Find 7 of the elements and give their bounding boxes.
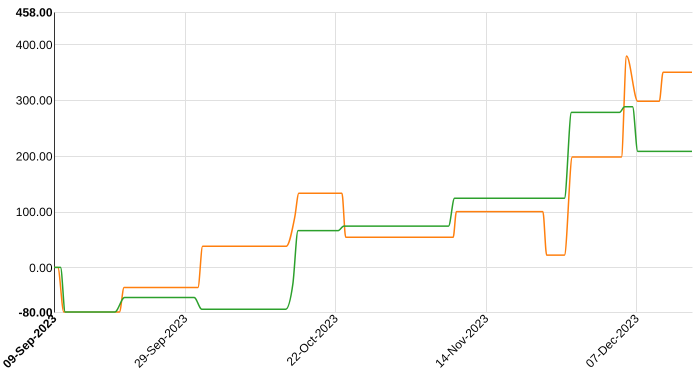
y-tick-label: 300.00 bbox=[16, 94, 53, 108]
y-tick-label: 400.00 bbox=[16, 38, 53, 52]
y-tick-label: 0.00 bbox=[29, 260, 53, 275]
y-tick-label: 100.00 bbox=[16, 205, 53, 220]
line-series bbox=[53, 106, 693, 313]
y-tick-label: 458.00 bbox=[16, 6, 53, 20]
y-tick-label: 200.00 bbox=[16, 149, 53, 164]
